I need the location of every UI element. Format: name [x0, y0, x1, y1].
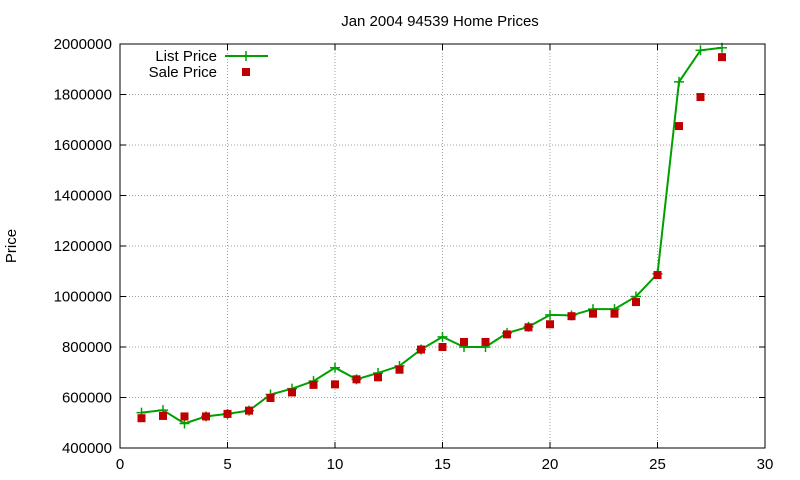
data-point-sale-price	[159, 411, 167, 420]
series-line-list-price	[141, 46, 723, 425]
x-tick-label: 25	[649, 456, 666, 473]
data-point-sale-price	[589, 309, 597, 318]
x-tick-label: 0	[116, 456, 124, 473]
legend-marker-sale-price	[242, 68, 250, 76]
chart-title: Jan 2004 94539 Home Prices	[341, 13, 539, 30]
x-tick-label: 5	[223, 456, 231, 473]
x-tick-label: 20	[542, 456, 559, 473]
data-point-sale-price	[546, 320, 554, 329]
data-point-sale-price	[374, 373, 382, 382]
data-point-sale-price	[288, 388, 296, 397]
y-tick-label: 1200000	[54, 238, 112, 255]
data-point-sale-price	[718, 53, 726, 62]
y-tick-label: 1800000	[54, 87, 112, 104]
data-point-sale-price	[675, 122, 683, 131]
y-tick-label: 400000	[62, 440, 112, 457]
data-point-sale-price	[524, 323, 533, 332]
data-point-sale-price	[352, 375, 361, 384]
data-point-sale-price	[223, 409, 232, 418]
data-point-sale-price	[460, 337, 468, 346]
legend-label-sale-price: Sale Price	[149, 64, 217, 81]
data-point-list-price	[674, 76, 684, 87]
x-tick-label: 15	[434, 456, 451, 473]
data-point-list-price	[545, 309, 555, 320]
data-point-sale-price	[610, 309, 619, 318]
y-tick-label: 1600000	[54, 137, 112, 154]
data-point-sale-price	[696, 93, 705, 102]
grid-lines	[120, 44, 765, 448]
data-point-sale-price	[245, 406, 253, 415]
data-point-sale-price	[653, 271, 662, 280]
data-point-sale-price	[417, 345, 425, 354]
axis-ticks: 0 5 10 15 20 25 30 400000 600000 800000 1000000 120…	[54, 36, 774, 473]
data-point-sale-price	[438, 343, 447, 351]
y-tick-label: 600000	[62, 390, 112, 407]
data-point-sale-price	[202, 412, 210, 421]
data-point-sale-price	[481, 337, 490, 346]
x-tick-label: 10	[327, 456, 344, 473]
data-point-sale-price	[567, 312, 576, 321]
legend-label-list-price: List Price	[155, 48, 217, 65]
x-tick-label: 30	[757, 456, 774, 473]
data-point-sale-price	[632, 298, 640, 307]
legend-marker-list-price	[241, 51, 251, 61]
y-tick-label: 1000000	[54, 289, 112, 306]
plot-frame	[119, 43, 766, 449]
data-point-sale-price	[309, 380, 318, 389]
legend: List Price Sale Price	[149, 48, 268, 81]
data-point-list-price	[437, 331, 448, 342]
data-point-sale-price	[137, 414, 146, 423]
data-point-list-price	[695, 45, 706, 56]
data-point-list-price	[330, 362, 340, 373]
y-tick-label: 800000	[62, 339, 112, 356]
y-tick-label: 2000000	[54, 36, 112, 53]
data-point-sale-price	[395, 365, 404, 374]
data-point-sale-price	[180, 412, 189, 421]
y-axis-label: Price	[3, 229, 20, 263]
y-tick-label: 1400000	[54, 188, 112, 205]
data-point-sale-price	[503, 330, 511, 339]
data-point-sale-price	[266, 394, 275, 403]
series-layer	[136, 42, 727, 429]
data-point-sale-price	[331, 380, 339, 389]
